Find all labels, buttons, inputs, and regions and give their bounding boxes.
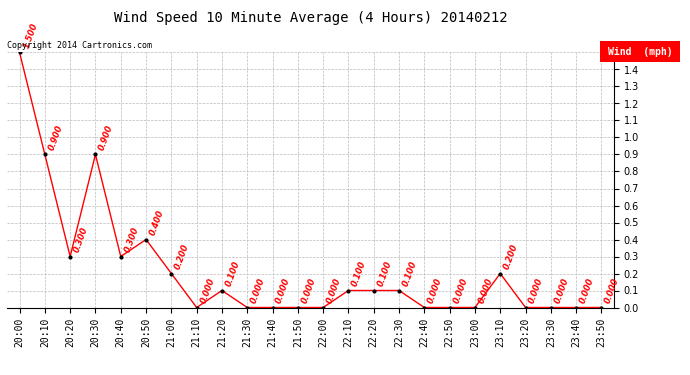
Text: 0.300: 0.300 xyxy=(123,226,140,254)
Text: 0.100: 0.100 xyxy=(351,260,368,288)
Text: 0.000: 0.000 xyxy=(553,277,571,305)
Text: 0.000: 0.000 xyxy=(578,277,595,305)
Text: 0.000: 0.000 xyxy=(452,277,469,305)
Text: 0.000: 0.000 xyxy=(604,277,621,305)
Text: Wind Speed 10 Minute Average (4 Hours) 20140212: Wind Speed 10 Minute Average (4 Hours) 2… xyxy=(114,11,507,25)
Text: 0.000: 0.000 xyxy=(275,277,292,305)
Text: 0.000: 0.000 xyxy=(199,277,216,305)
Text: 1.500: 1.500 xyxy=(21,22,39,50)
Text: 0.100: 0.100 xyxy=(224,260,241,288)
Text: 0.100: 0.100 xyxy=(401,260,419,288)
Text: 0.000: 0.000 xyxy=(426,277,444,305)
Text: 0.900: 0.900 xyxy=(47,124,64,152)
Text: 0.000: 0.000 xyxy=(300,277,317,305)
Text: Wind  (mph): Wind (mph) xyxy=(608,46,672,57)
Text: 0.300: 0.300 xyxy=(72,226,90,254)
Text: 0.200: 0.200 xyxy=(502,243,520,271)
Text: 0.900: 0.900 xyxy=(97,124,115,152)
Text: 0.000: 0.000 xyxy=(477,277,495,305)
Text: 0.000: 0.000 xyxy=(528,277,545,305)
Text: 0.000: 0.000 xyxy=(249,277,267,305)
Text: 0.200: 0.200 xyxy=(173,243,191,271)
Text: 0.400: 0.400 xyxy=(148,209,166,237)
Text: 0.100: 0.100 xyxy=(376,260,393,288)
Text: 0.000: 0.000 xyxy=(325,277,343,305)
Text: Copyright 2014 Cartronics.com: Copyright 2014 Cartronics.com xyxy=(7,41,152,50)
